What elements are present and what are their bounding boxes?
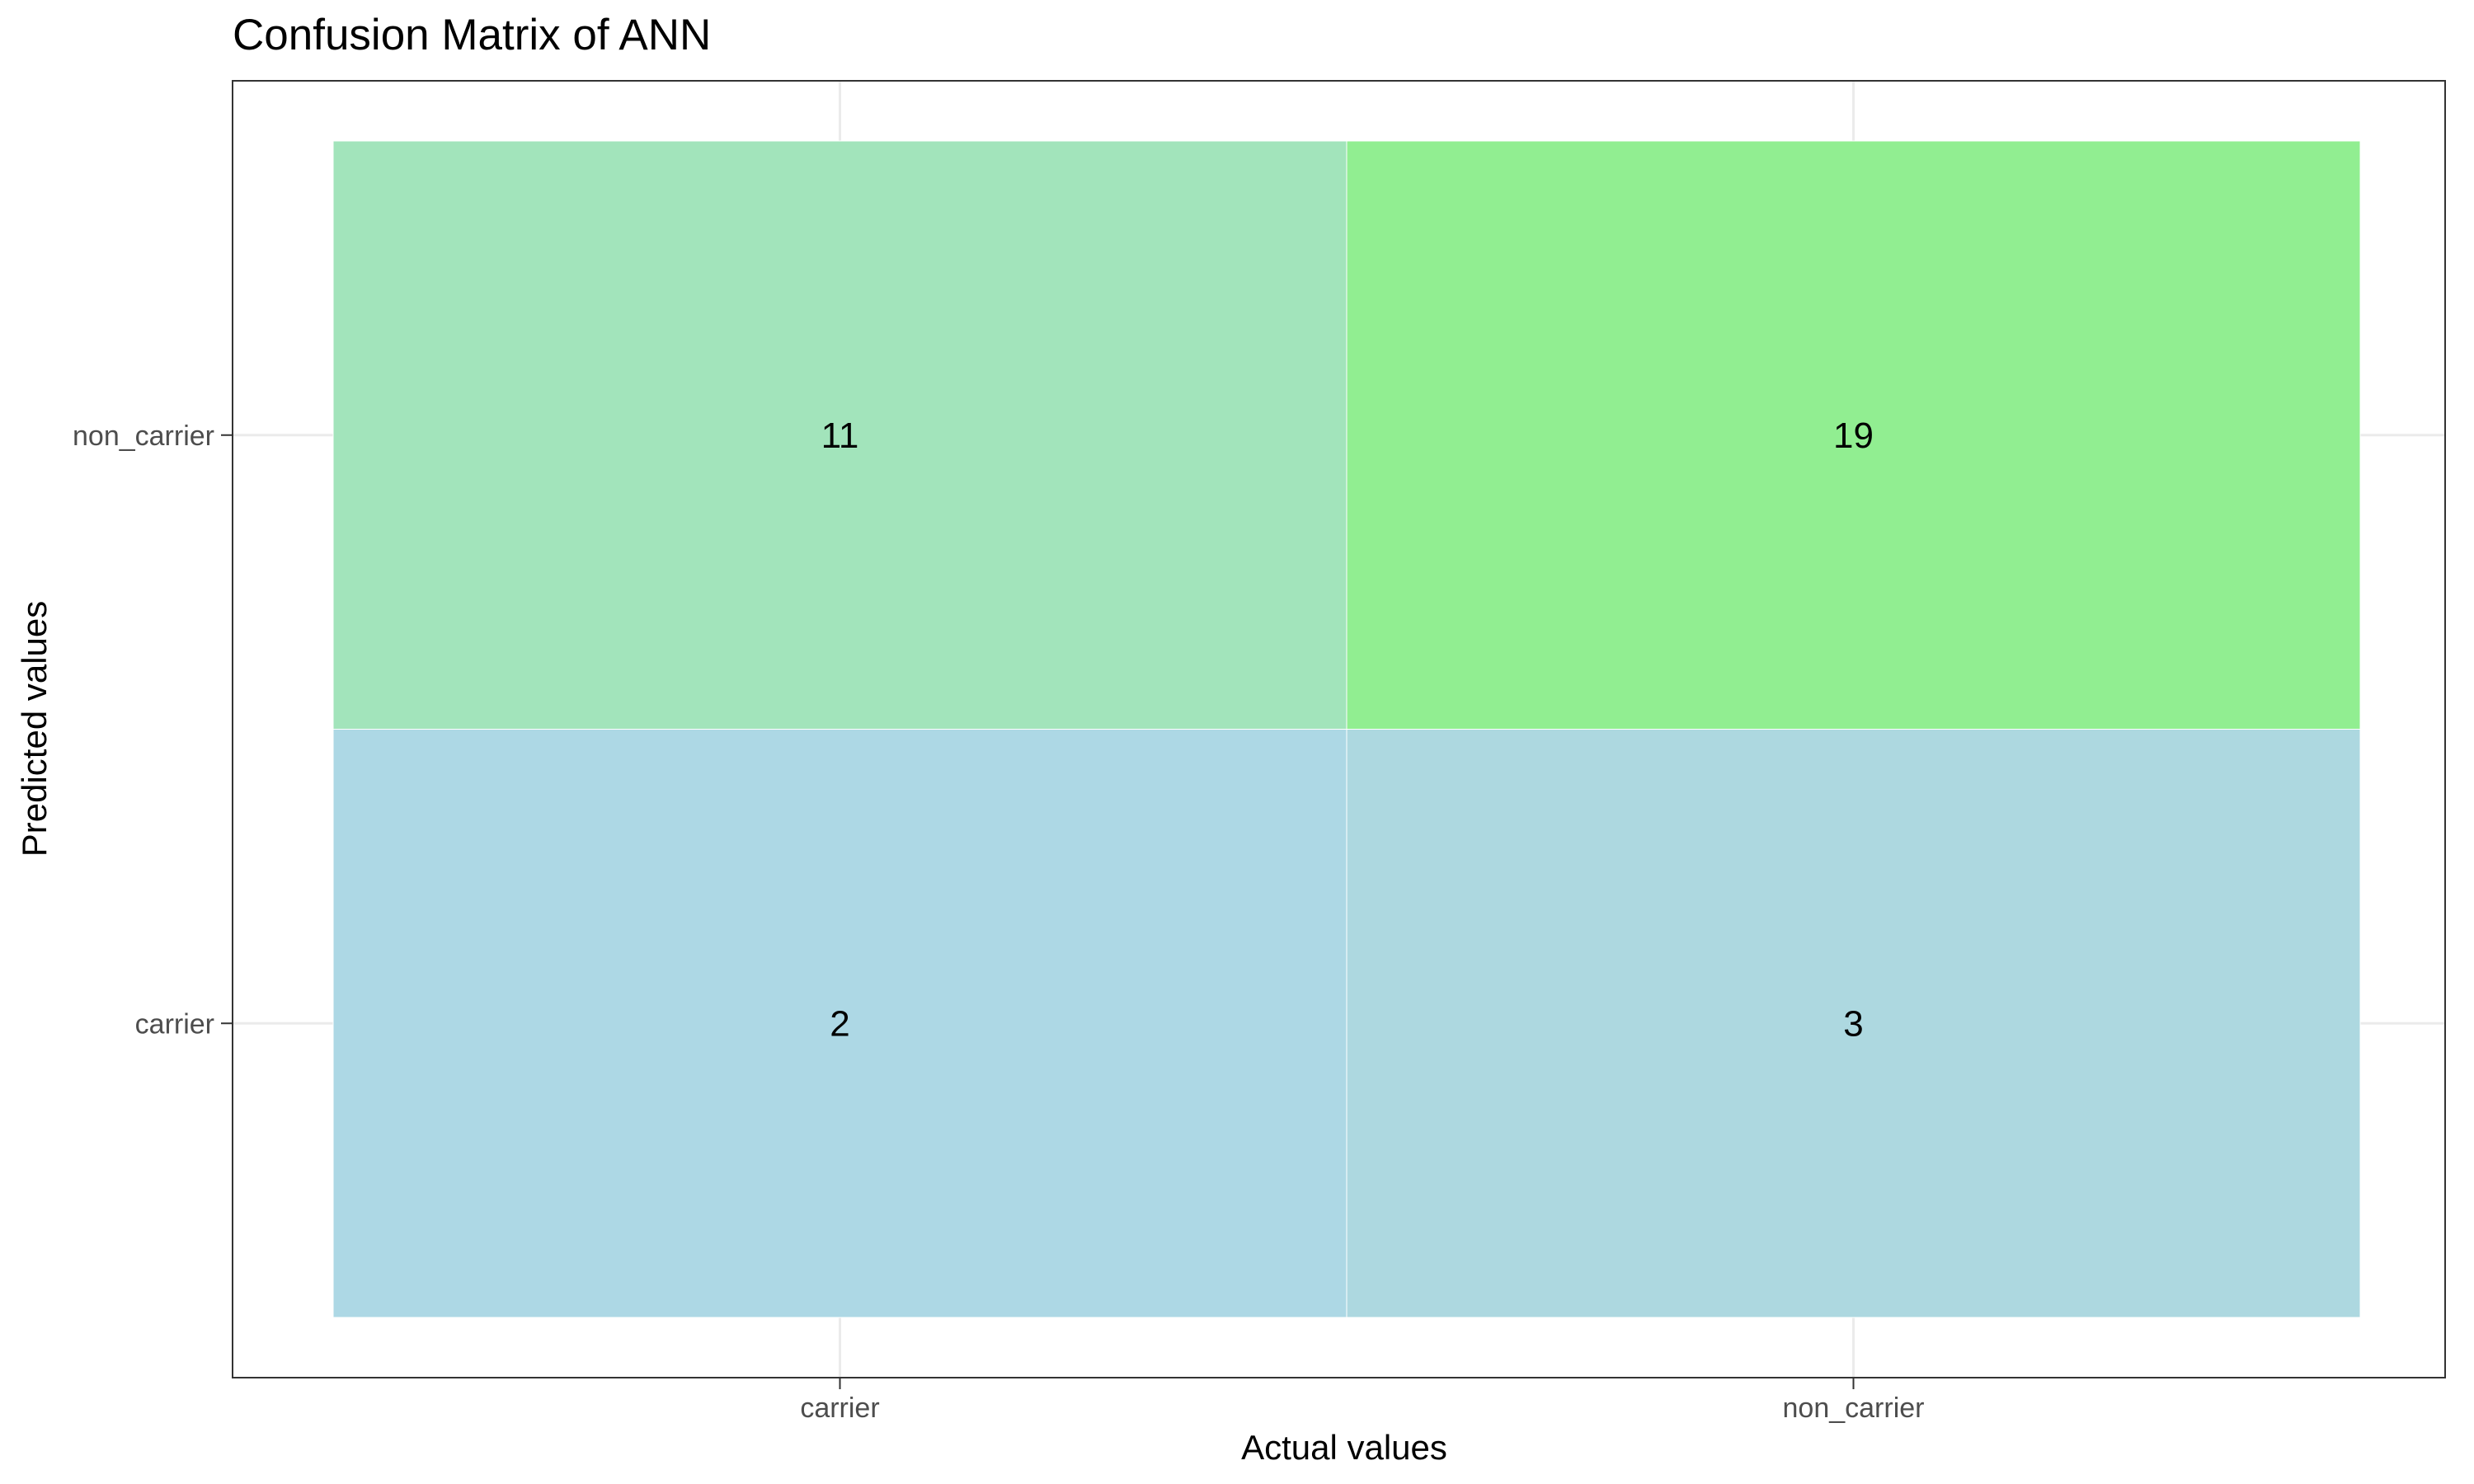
plot-panel: 11 19 2 3 xyxy=(232,80,2446,1378)
cell-carrier-non_carrier xyxy=(332,140,1348,730)
chart-title: Confusion Matrix of ANN xyxy=(233,11,711,59)
cell-label-carrier-carrier: 2 xyxy=(830,1003,849,1044)
cell-labels: 11 19 2 3 xyxy=(821,416,1874,1045)
cell-label-carrier-non_carrier: 11 xyxy=(821,416,859,456)
heatmap-cells xyxy=(332,140,2361,1318)
cell-carrier-carrier xyxy=(332,729,1348,1318)
cell-label-non_carrier-carrier: 3 xyxy=(1843,1003,1863,1044)
panel-border xyxy=(232,80,2446,1378)
y-tick-label-carrier: carrier xyxy=(135,1008,214,1040)
cell-label-non_carrier-non_carrier: 19 xyxy=(1833,416,1874,456)
y-tick-label-non_carrier: non_carrier xyxy=(73,420,214,452)
y-axis-ticks: carrier non_carrier xyxy=(73,420,233,1040)
cell-non_carrier-non_carrier xyxy=(1346,140,2361,730)
x-axis-ticks: carrier non_carrier xyxy=(800,1378,1924,1424)
cell-non_carrier-carrier xyxy=(1346,729,2361,1318)
x-axis-title: Actual values xyxy=(1241,1428,1447,1467)
x-tick-label-non_carrier: non_carrier xyxy=(1783,1392,1925,1424)
x-tick-label-carrier: carrier xyxy=(800,1392,879,1424)
y-axis-title: Predicted values xyxy=(15,601,54,857)
